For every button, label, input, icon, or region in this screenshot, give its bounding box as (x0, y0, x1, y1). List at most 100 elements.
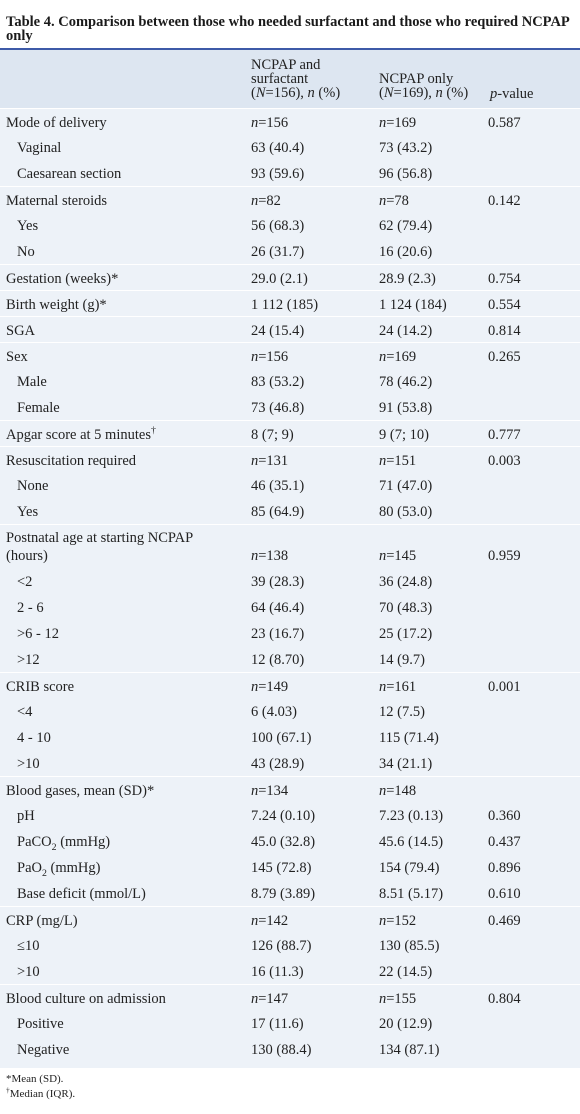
row-label-continued: (hours) (6, 548, 48, 564)
table-row: Caesarean section 93 (59.6) 96 (56.8) (0, 160, 580, 186)
top-rule (0, 48, 580, 50)
ncpap-only-value: 24 (14.2) (379, 323, 433, 339)
surfactant-value: 83 (53.2) (251, 374, 305, 390)
header-group1-line1: NCPAP and (251, 57, 321, 73)
surfactant-value: n=138 (251, 548, 289, 564)
ncpap-only-value: 8.51 (5.17) (379, 886, 444, 902)
ncpap-only-value: 14 (9.7) (379, 652, 425, 668)
row-label: Yes (17, 218, 39, 234)
footnote-median: †Median (IQR). (6, 1085, 76, 1100)
table-row: Male 83 (53.2) 78 (46.2) (0, 368, 580, 394)
table-row: Sex n=156 n=169 0.265 (0, 342, 580, 369)
header-group2-line2: (N=169), n (%) (379, 85, 469, 101)
surfactant-value: 6 (4.03) (251, 704, 297, 720)
p-value: 0.554 (488, 297, 521, 313)
ncpap-only-value: 80 (53.0) (379, 504, 433, 520)
header-group1-line3: (N=156), n (%) (251, 85, 341, 101)
surfactant-value: 8.79 (3.89) (251, 886, 316, 902)
surfactant-value: 39 (28.3) (251, 574, 305, 590)
table-row: Female 73 (46.8) 91 (53.8) (0, 394, 580, 420)
table-row: Gestation (weeks)* 29.0 (2.1) 28.9 (2.3) 0.… (0, 264, 580, 291)
p-value: 0.360 (488, 808, 521, 824)
surfactant-value: 63 (40.4) (251, 140, 305, 156)
ncpap-only-value: 91 (53.8) (379, 400, 433, 416)
p-value: 0.437 (488, 834, 521, 850)
table-row: ≤10 126 (88.7) 130 (85.5) (0, 932, 580, 958)
ncpap-only-value: n=155 (379, 991, 417, 1007)
row-label: PaO2 (mmHg) (17, 860, 101, 879)
ncpap-only-value: 154 (79.4) (379, 860, 440, 876)
p-value: 0.587 (488, 115, 521, 131)
row-label: 4 - 10 (17, 730, 51, 746)
table-row: Yes 56 (68.3) 62 (79.4) (0, 212, 580, 238)
row-label: Sex (6, 349, 28, 365)
row-label: Female (17, 400, 60, 416)
surfactant-value: 43 (28.9) (251, 756, 305, 772)
row-label: Mode of delivery (6, 115, 107, 131)
row-label: None (17, 478, 49, 494)
surfactant-value: 46 (35.1) (251, 478, 305, 494)
table-header: NCPAP and surfactant (N=156), n (%) NCPA… (0, 50, 580, 108)
p-value: 0.777 (488, 427, 521, 443)
p-value: 0.469 (488, 913, 521, 929)
p-value: 0.804 (488, 991, 521, 1007)
header-group1-line2: surfactant (251, 71, 309, 87)
ncpap-only-value: 28.9 (2.3) (379, 271, 436, 287)
ncpap-only-value: 78 (46.2) (379, 374, 433, 390)
footnote-mean: *Mean (SD). (6, 1073, 64, 1085)
surfactant-value: 12 (8.70) (251, 652, 305, 668)
ncpap-only-value: 12 (7.5) (379, 704, 425, 720)
table-row: Blood culture on admission n=147 n=155 0.80… (0, 984, 580, 1011)
surfactant-value: 93 (59.6) (251, 166, 305, 182)
ncpap-only-value: 34 (21.1) (379, 756, 433, 772)
p-value: 0.896 (488, 860, 521, 876)
ncpap-only-value: 36 (24.8) (379, 574, 433, 590)
row-label: <4 (17, 704, 33, 720)
p-value: 0.814 (488, 323, 521, 339)
p-value: 0.959 (488, 548, 521, 564)
ncpap-only-value: 134 (87.1) (379, 1042, 440, 1058)
header-pvalue-label: p-value (490, 86, 534, 102)
ncpap-only-value: n=169 (379, 349, 417, 365)
ncpap-only-value: n=148 (379, 783, 417, 799)
surfactant-value: 1 112 (185) (251, 297, 319, 313)
ncpap-only-value: 45.6 (14.5) (379, 834, 444, 850)
surfactant-value: n=147 (251, 991, 289, 1007)
table-row: Mode of delivery n=156 n=169 0.587 (0, 108, 580, 135)
p-value: 0.001 (488, 679, 521, 695)
ncpap-only-value: 16 (20.6) (379, 244, 433, 260)
surfactant-value: 126 (88.7) (251, 938, 312, 954)
surfactant-value: 16 (11.3) (251, 964, 304, 980)
table-row: Maternal steroids n=82 n=78 0.142 (0, 186, 580, 213)
ncpap-only-value: n=169 (379, 115, 417, 131)
surfactant-value: n=134 (251, 783, 289, 799)
header-ncpap-only: NCPAP only (N=169), n (%) (379, 72, 469, 101)
row-label: Male (17, 374, 47, 390)
table-row: Resuscitation required n=131 n=151 0.003 (0, 446, 580, 473)
p-value: 0.265 (488, 349, 521, 365)
row-label: Birth weight (g)* (6, 297, 107, 313)
surfactant-value: 29.0 (2.1) (251, 271, 308, 287)
row-label: Apgar score at 5 minutes† (6, 425, 156, 443)
p-value: 0.610 (488, 886, 521, 902)
p-value: 0.003 (488, 453, 521, 469)
row-label: Postnatal age at starting NCPAP (6, 530, 194, 546)
table-row: CRIB score n=149 n=161 0.001 (0, 672, 580, 699)
ncpap-only-value: 96 (56.8) (379, 166, 433, 182)
table-row: Yes 85 (64.9) 80 (53.0) (0, 498, 580, 524)
ncpap-only-value: 130 (85.5) (379, 938, 440, 954)
table-row: Positive 17 (11.6) 20 (12.9) (0, 1010, 580, 1036)
row-label: pH (17, 808, 35, 824)
header-p-value: p-value (490, 86, 534, 102)
table-row: >6 - 12 23 (16.7) 25 (17.2) (0, 620, 580, 646)
table-row: 4 - 10 100 (67.1) 115 (71.4) (0, 724, 580, 750)
row-label: ≤10 (17, 938, 40, 954)
table-row: SGA 24 (15.4) 24 (14.2) 0.814 (0, 316, 580, 343)
row-label: CRIB score (6, 679, 75, 695)
ncpap-only-value: n=78 (379, 193, 409, 209)
ncpap-only-value: 9 (7; 10) (379, 427, 429, 443)
ncpap-only-value: n=152 (379, 913, 417, 929)
table-row: 2 - 6 64 (46.4) 70 (48.3) (0, 594, 580, 620)
ncpap-only-value: 22 (14.5) (379, 964, 433, 980)
row-label: Positive (17, 1016, 64, 1032)
